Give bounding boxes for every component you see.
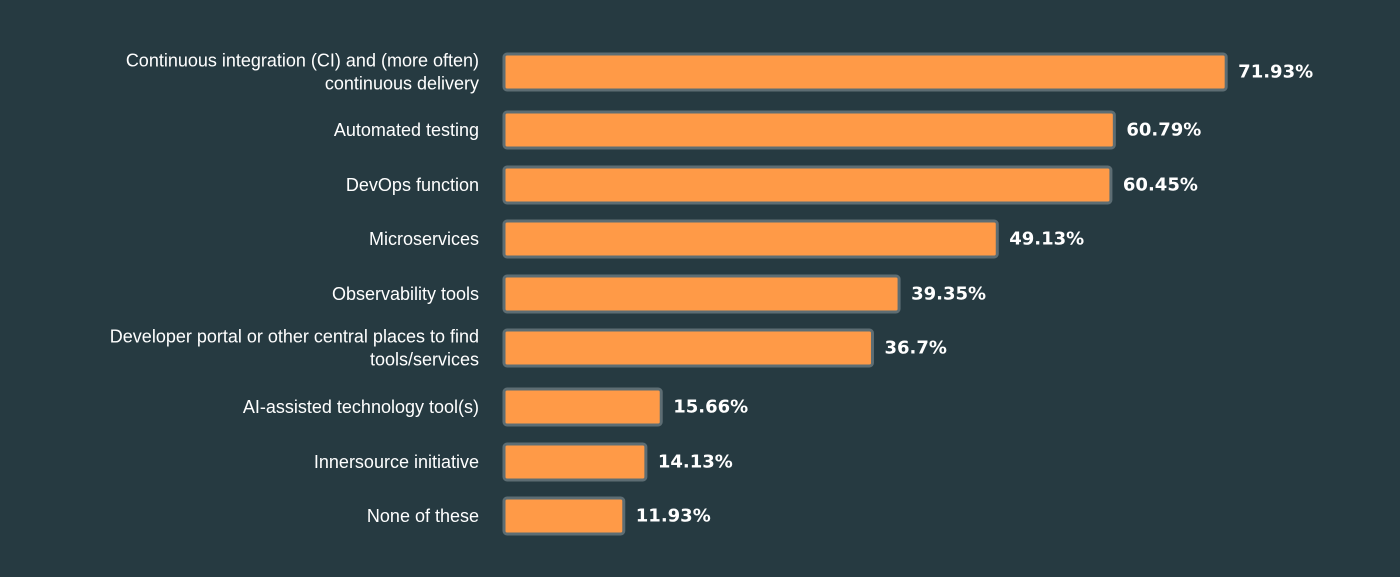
category-label: Innersource initiative — [314, 452, 479, 472]
category-label: None of these — [367, 506, 479, 526]
category-label-line: None of these — [367, 506, 479, 526]
value-label: 60.45% — [1123, 175, 1198, 196]
category-label: Developer portal or other central places… — [110, 327, 479, 370]
category-labels-layer: Continuous integration (CI) and (more of… — [110, 51, 479, 527]
value-label: 49.13% — [1009, 229, 1084, 250]
category-label-line: Developer portal or other central places… — [110, 327, 479, 347]
category-label: Continuous integration (CI) and (more of… — [126, 51, 479, 94]
category-label-line: Continuous integration (CI) and (more of… — [126, 51, 479, 71]
category-label-line: DevOps function — [346, 175, 479, 195]
value-label: 71.93% — [1238, 62, 1313, 83]
bar — [502, 274, 901, 314]
category-label-line: continuous delivery — [325, 74, 479, 94]
category-label-line: Observability tools — [332, 284, 479, 304]
value-label: 36.7% — [884, 338, 946, 359]
bar — [502, 219, 999, 259]
bar — [502, 165, 1113, 205]
bar — [502, 110, 1116, 150]
category-label: AI-assisted technology tool(s) — [243, 397, 479, 417]
category-label: Observability tools — [332, 284, 479, 304]
bar — [502, 52, 1228, 92]
value-label: 39.35% — [911, 284, 986, 305]
category-label-line: tools/services — [370, 350, 479, 370]
category-label: Microservices — [369, 229, 479, 249]
category-label: Automated testing — [334, 120, 479, 140]
bar — [502, 496, 626, 536]
bar — [502, 387, 663, 427]
bars-layer — [502, 52, 1228, 536]
value-label: 60.79% — [1126, 120, 1201, 141]
category-label: DevOps function — [346, 175, 479, 195]
category-label-line: Automated testing — [334, 120, 479, 140]
bar — [502, 442, 648, 482]
value-label: 14.13% — [658, 452, 733, 473]
category-label-line: AI-assisted technology tool(s) — [243, 397, 479, 417]
value-label: 15.66% — [673, 397, 748, 418]
value-labels-layer: 71.93% 60.79% 60.45% 49.13% 39.35% 36.7% 15.66… — [636, 62, 1313, 527]
value-label: 11.93% — [636, 506, 711, 527]
bar — [502, 328, 874, 368]
category-label-line: Innersource initiative — [314, 452, 479, 472]
category-label-line: Microservices — [369, 229, 479, 249]
